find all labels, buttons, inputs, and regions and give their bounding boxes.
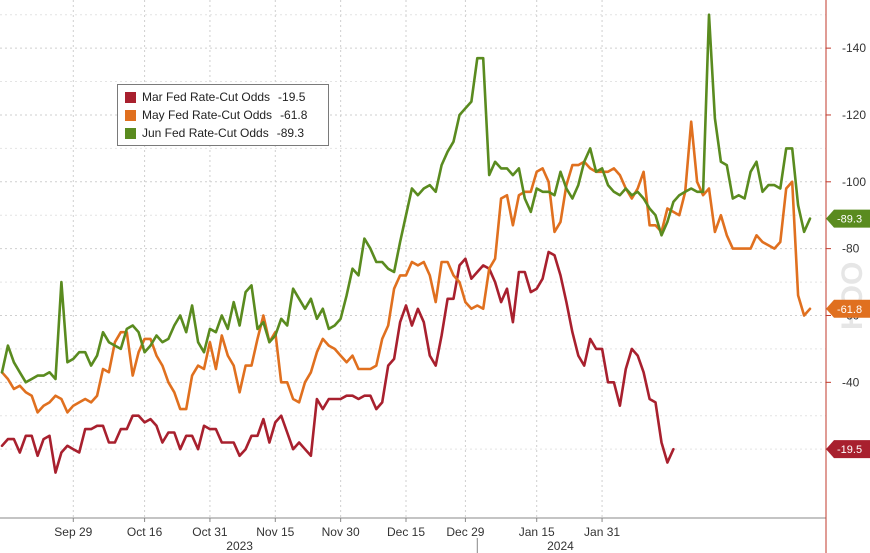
watermark-text: HOO: [836, 262, 869, 330]
value-tag-2: [826, 209, 870, 228]
value-tag-label-0: -19.5: [837, 444, 862, 456]
x-tick-label: Nov 30: [322, 525, 360, 539]
x-tick-label: Dec 15: [387, 525, 425, 539]
value-tag-1: [826, 299, 870, 318]
x-tick-label: Dec 29: [446, 525, 484, 539]
legend-swatch-may: [125, 109, 136, 121]
value-tag-label-1: -61.8: [837, 304, 862, 316]
legend-swatch-jun: [125, 127, 136, 139]
legend-item-mar: Mar Fed Rate-Cut Odds -19.5: [118, 88, 328, 106]
value-tag-0: [826, 440, 870, 459]
legend-label-mar: Mar Fed Rate-Cut Odds: [142, 90, 271, 104]
series-line-1: [0, 120, 812, 414]
value-tag-label-2: -89.3: [837, 214, 862, 226]
legend-label-jun: Jun Fed Rate-Cut Odds: [142, 126, 269, 140]
legend-item-may: May Fed Rate-Cut Odds -61.8: [118, 106, 328, 124]
y-tick-label: -80: [842, 242, 860, 256]
x-tick-label: Jan 15: [519, 525, 555, 539]
x-tick-label: Sep 29: [54, 525, 92, 539]
x-tick-label: Nov 15: [256, 525, 294, 539]
year-label: 2023: [226, 539, 253, 553]
series-line-0: [0, 250, 675, 474]
legend-value-mar: -19.5: [278, 90, 306, 104]
legend-value-jun: -89.3: [276, 126, 305, 140]
y-tick-label: -140: [842, 41, 866, 55]
x-tick-label: Jan 31: [584, 525, 620, 539]
year-label: 2024: [547, 539, 574, 553]
x-tick-label: Oct 16: [127, 525, 163, 539]
legend-label-may: May Fed Rate-Cut Odds: [142, 108, 273, 122]
chart-legend: Mar Fed Rate-Cut Odds -19.5 May Fed Rate…: [117, 84, 329, 146]
y-tick-label: -40: [842, 375, 860, 389]
series-line-2: [0, 13, 812, 384]
y-tick-label: -120: [842, 108, 866, 122]
legend-value-may: -61.8: [280, 108, 308, 122]
legend-swatch-mar: [125, 91, 136, 103]
legend-item-jun: Jun Fed Rate-Cut Odds -89.3: [118, 124, 328, 142]
y-tick-label: -100: [842, 175, 866, 189]
x-tick-label: Oct 31: [192, 525, 228, 539]
